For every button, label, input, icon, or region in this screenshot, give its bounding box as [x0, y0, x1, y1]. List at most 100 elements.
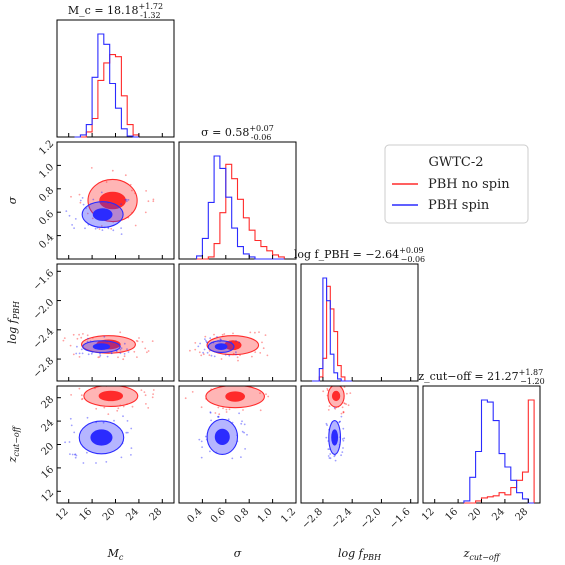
contour-panel-logf-zcut: [300, 377, 419, 504]
sample-point-spin: [203, 348, 206, 351]
sample-point-no-spin: [335, 377, 337, 379]
x-tick-label-Mc: 24: [124, 506, 141, 523]
x-tick-label-zcut: 28: [514, 506, 531, 523]
sample-point-spin: [110, 352, 113, 355]
sample-point-no-spin: [343, 386, 346, 388]
sample-point-no-spin: [82, 333, 84, 335]
sample-point-no-spin: [247, 377, 249, 379]
sample-point-spin: [341, 438, 344, 440]
sample-point-spin: [231, 457, 234, 460]
sample-point-no-spin: [86, 334, 89, 337]
sample-point-spin: [240, 456, 242, 458]
sample-point-spin: [206, 351, 209, 354]
sample-point-no-spin: [225, 408, 228, 411]
sample-point-spin: [333, 455, 336, 458]
x-tick-label-logf: −2.8: [300, 506, 325, 531]
sample-point-no-spin: [346, 392, 348, 395]
sample-point-spin: [224, 353, 227, 356]
sample-point-spin: [127, 199, 130, 201]
sample-point-spin: [205, 341, 208, 343]
sample-point-no-spin: [249, 331, 252, 334]
sample-point-spin: [197, 345, 200, 348]
sample-point-spin: [240, 422, 243, 425]
sample-point-no-spin: [327, 409, 330, 411]
sample-point-spin: [119, 348, 122, 351]
sample-point-spin: [86, 451, 88, 454]
sample-point-spin: [99, 352, 101, 355]
panel-frame: [178, 385, 297, 504]
sample-point-spin: [238, 412, 241, 415]
sample-point-spin: [130, 447, 133, 449]
sample-point-no-spin: [131, 405, 134, 408]
sample-point-no-spin: [344, 402, 346, 405]
sample-point-spin: [94, 227, 97, 230]
sample-point-no-spin: [267, 395, 270, 398]
sample-point-no-spin: [251, 355, 253, 358]
sample-point-no-spin: [144, 394, 147, 397]
x-tick-label-Mc: 16: [77, 506, 94, 523]
sample-point-spin: [123, 353, 126, 355]
sample-point-no-spin: [237, 359, 239, 362]
sample-point-spin: [329, 457, 332, 460]
sample-point-no-spin: [69, 344, 72, 347]
sample-point-no-spin: [331, 377, 333, 379]
contour-inner-no-spin: [98, 390, 124, 402]
sample-point-spin: [112, 229, 115, 232]
sample-point-spin: [202, 351, 205, 354]
hist-panel-zcut: z_cut−off = 21.27+1.87 −1.20: [418, 368, 545, 504]
sample-point-no-spin: [189, 349, 191, 352]
sample-point-spin: [74, 453, 77, 456]
sample-point-no-spin: [63, 337, 66, 339]
sample-point-spin: [123, 342, 126, 345]
sample-point-no-spin: [326, 387, 329, 390]
sample-point-spin: [338, 421, 340, 424]
sample-point-spin: [217, 415, 220, 418]
sample-point-spin: [338, 420, 341, 423]
sample-point-no-spin: [136, 356, 138, 358]
sample-point-no-spin: [254, 331, 256, 334]
hist-panel-logf: log f_PBH = −2.64+0.09 −0.06: [294, 246, 425, 382]
x-tick-label-sigma: 0.4: [185, 506, 204, 525]
sample-point-no-spin: [81, 398, 83, 401]
y-tick-label-sigma: 0.8: [37, 185, 56, 204]
x-axis-label-Mc: Mc: [107, 547, 124, 562]
sample-point-no-spin: [200, 354, 203, 357]
sample-point-spin: [87, 337, 89, 340]
sample-point-spin: [329, 453, 332, 455]
sample-point-no-spin: [236, 356, 239, 359]
sample-point-spin: [92, 198, 95, 201]
legend-label-spin: PBH spin: [428, 198, 490, 213]
sample-point-spin: [130, 454, 132, 456]
sample-point-spin: [69, 417, 72, 420]
hist-step-spin: [463, 399, 535, 504]
sample-point-no-spin: [208, 350, 211, 352]
y-tick-label-logf: −2.8: [31, 356, 56, 381]
sample-point-spin: [71, 453, 74, 456]
x-tick-label-zcut: 16: [443, 506, 460, 523]
sample-point-spin: [101, 229, 104, 232]
sample-point-no-spin: [151, 340, 154, 342]
sample-point-spin: [103, 335, 106, 338]
sample-point-no-spin: [141, 341, 144, 343]
sample-point-spin: [120, 227, 122, 230]
contour-inner-spin: [92, 343, 111, 351]
x-tick-label-logf: −2.4: [329, 506, 354, 531]
sample-point-spin: [74, 218, 77, 220]
sample-point-spin: [205, 339, 207, 342]
sample-point-no-spin: [90, 167, 93, 169]
sample-point-spin: [73, 227, 75, 230]
sample-point-no-spin: [242, 409, 244, 411]
sample-point-no-spin: [194, 342, 197, 344]
sample-point-spin: [334, 459, 337, 462]
sample-point-no-spin: [223, 333, 226, 335]
sample-point-no-spin: [342, 411, 345, 414]
sample-point-no-spin: [334, 407, 337, 410]
sample-point-no-spin: [72, 333, 75, 336]
sample-point-spin: [126, 348, 128, 350]
contour-panel-sigma-logf: [178, 263, 297, 382]
sample-point-no-spin: [135, 339, 138, 342]
sample-point-no-spin: [343, 402, 346, 404]
sample-point-no-spin: [62, 339, 65, 342]
y-tick-label-zcut: 16: [39, 464, 56, 481]
sample-point-spin: [84, 227, 86, 230]
